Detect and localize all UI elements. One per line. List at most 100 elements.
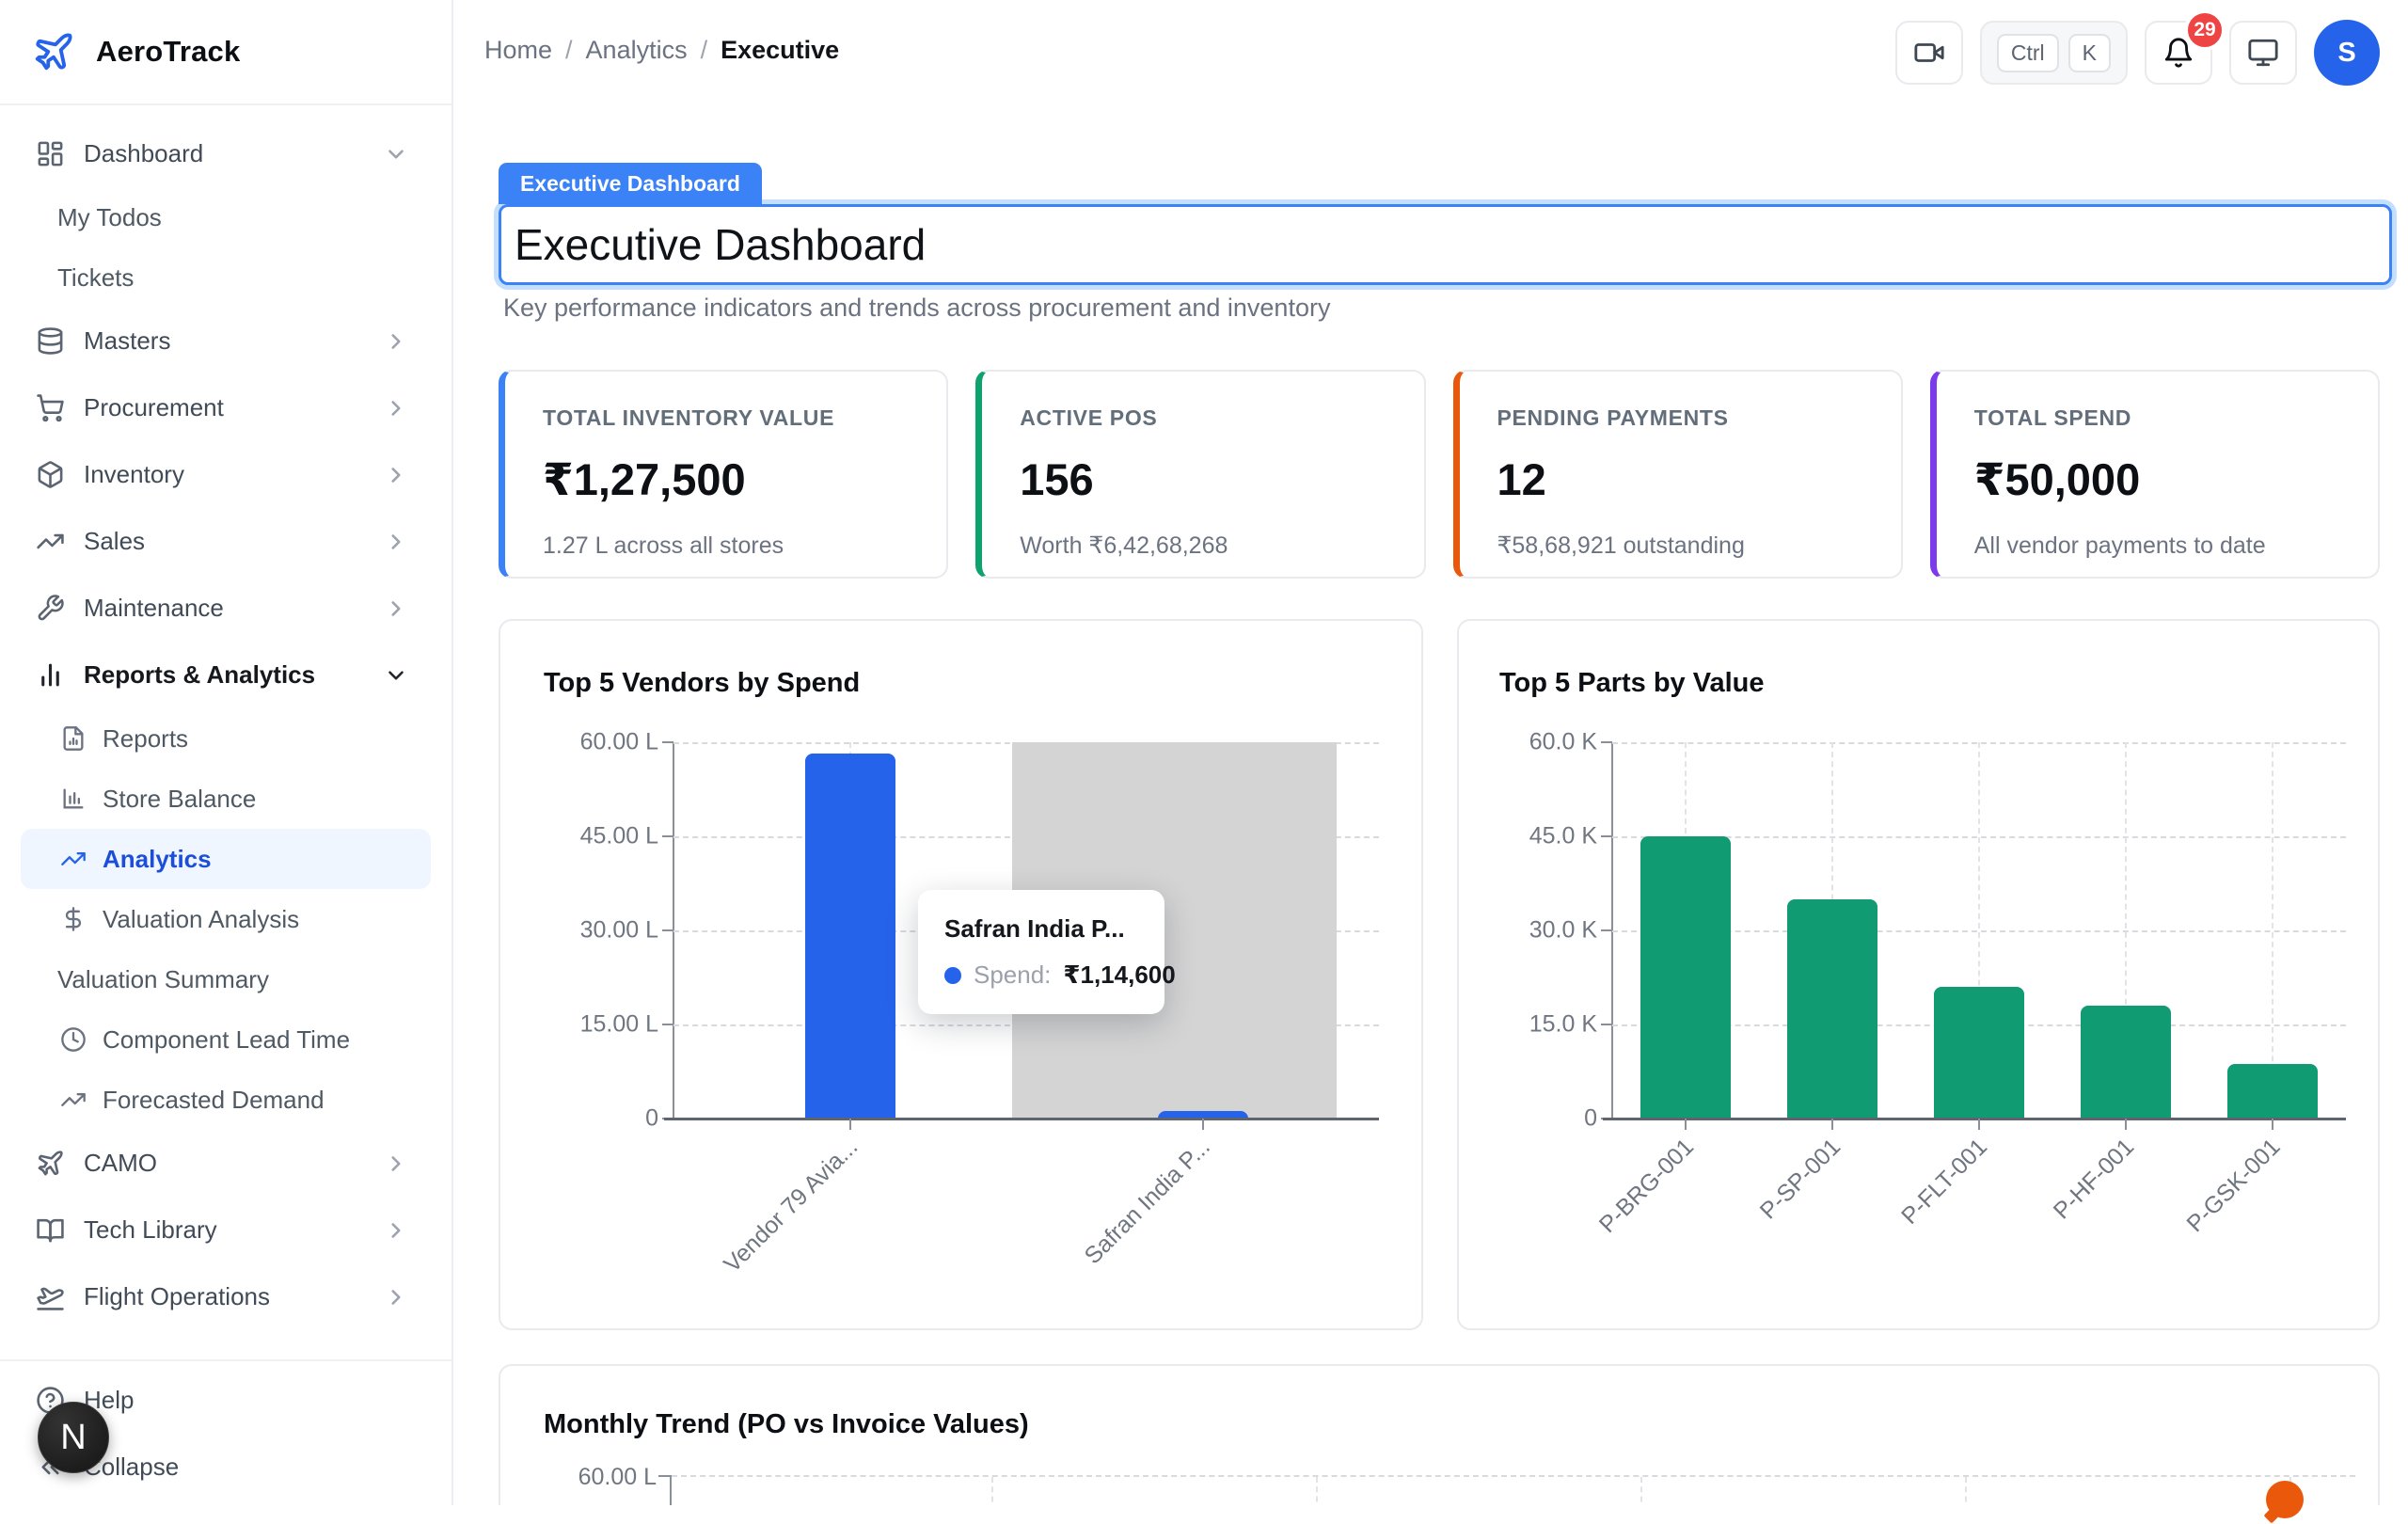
user-avatar[interactable]: S — [2314, 20, 2380, 86]
chevron-right-icon — [384, 1218, 408, 1243]
chart-title: Top 5 Vendors by Spend — [544, 668, 860, 699]
bar-Vendor 79 Avia...[interactable] — [805, 754, 895, 1119]
sidebar-item-label: Store Balance — [103, 785, 256, 814]
y-tick-label: 0 — [645, 1105, 658, 1133]
kpi-label: ACTIVE POS — [1020, 405, 1386, 431]
sidebar-item-label: Tickets — [57, 263, 134, 293]
h-gridline — [672, 1475, 2355, 1477]
command-palette-shortcut[interactable]: Ctrl K — [1980, 21, 2128, 85]
x-axis-label-text: Safran India P... — [1080, 1134, 1216, 1270]
v-gridline — [991, 1477, 993, 1505]
kpi-value: ₹50,000 — [1974, 453, 2340, 506]
x-axis-line — [664, 1118, 1379, 1120]
kpi-value: 12 — [1497, 453, 1863, 505]
x-tick-mark — [849, 1119, 851, 1130]
main-content: Home / Analytics / Executive Ctrl K 29 S… — [453, 0, 2408, 1505]
chart-card-vendors-by-spend: Top 5 Vendors by Spend 60.00 L45.00 L30.… — [499, 619, 1423, 1330]
y-tick-label: 30.00 L — [580, 917, 658, 945]
trending-up-icon — [60, 1087, 87, 1113]
x-tick-mark — [1831, 1119, 1833, 1130]
sidebar-nav: Dashboard My Todos Tickets Masters Procu… — [0, 105, 452, 1330]
sidebar-item-store-balance[interactable]: Store Balance — [0, 769, 452, 829]
sidebar-item-reports[interactable]: Reports — [0, 708, 452, 769]
sidebar-item-label: Dashboard — [84, 139, 203, 168]
bar-P-SP-001[interactable] — [1787, 899, 1877, 1119]
sidebar-item-label: Reports & Analytics — [84, 660, 315, 690]
breadcrumb-separator: / — [565, 36, 573, 65]
sidebar-item-tickets[interactable]: Tickets — [0, 247, 452, 308]
y-tick-label: 0 — [1584, 1105, 1597, 1133]
v-gridline — [1640, 1477, 1642, 1505]
bar-P-GSK-001[interactable] — [2227, 1064, 2318, 1119]
kpi-card-active-pos: ACTIVE POS 156 Worth ₹6,42,68,268 — [975, 370, 1425, 579]
monitor-icon — [2247, 37, 2279, 69]
x-axis-label-text: P-BRG-001 — [1594, 1134, 1700, 1239]
y-tick-label: 15.0 K — [1529, 1011, 1597, 1039]
sidebar-item-analytics[interactable]: Analytics — [21, 829, 431, 889]
y-tick-label: 60.00 L — [500, 1464, 657, 1491]
dev-tools-badge[interactable]: N — [38, 1402, 109, 1473]
app-logo[interactable]: AeroTrack — [0, 0, 452, 105]
kpi-row: TOTAL INVENTORY VALUE ₹1,27,500 1.27 L a… — [499, 370, 2380, 579]
file-chart-icon — [60, 725, 87, 752]
feedback-bubble-button[interactable] — [2266, 1481, 2304, 1518]
sidebar-item-label: Flight Operations — [84, 1282, 270, 1311]
plane-logo-icon — [32, 30, 75, 73]
sidebar-item-tech-library[interactable]: Tech Library — [0, 1197, 452, 1263]
y-tick-label: 30.0 K — [1529, 917, 1597, 945]
y-tick-mark — [662, 929, 673, 931]
kpi-subtext: 1.27 L across all stores — [543, 532, 909, 560]
sidebar-item-label: My Todos — [57, 203, 162, 232]
breadcrumb-home[interactable]: Home — [484, 36, 552, 65]
sidebar-item-maintenance[interactable]: Maintenance — [0, 575, 452, 642]
chevron-right-icon — [384, 1285, 408, 1310]
chevron-right-icon — [384, 530, 408, 554]
sidebar-item-reports-analytics[interactable]: Reports & Analytics — [0, 642, 452, 708]
chart-title: Monthly Trend (PO vs Invoice Values) — [544, 1409, 1029, 1440]
dashboard-grid-icon — [36, 139, 65, 168]
y-tick-label: 15.00 L — [580, 1011, 658, 1039]
sidebar-item-component-lead-time[interactable]: Component Lead Time — [0, 1009, 452, 1070]
y-tick-mark — [1601, 835, 1612, 837]
y-tick-mark — [662, 741, 673, 743]
kpi-card-total-inventory-value: TOTAL INVENTORY VALUE ₹1,27,500 1.27 L a… — [499, 370, 948, 579]
notifications-button[interactable]: 29 — [2145, 21, 2212, 85]
x-tick-mark — [1202, 1119, 1204, 1130]
sidebar: AeroTrack Dashboard My Todos Tickets Mas… — [0, 0, 453, 1505]
sidebar-item-masters[interactable]: Masters — [0, 308, 452, 374]
dashboard-title-input[interactable] — [499, 204, 2392, 285]
plot-area: 60.0 K45.0 K30.0 K15.0 K0P-BRG-001P-SP-0… — [1612, 742, 2346, 1119]
sidebar-item-flight-operations[interactable]: Flight Operations — [0, 1263, 452, 1330]
x-axis-label-text: P-GSK-001 — [2182, 1134, 2287, 1238]
sidebar-item-camo[interactable]: CAMO — [0, 1130, 452, 1197]
video-call-button[interactable] — [1895, 21, 1963, 85]
sidebar-item-my-todos[interactable]: My Todos — [0, 187, 452, 247]
sidebar-item-sales[interactable]: Sales — [0, 508, 452, 575]
sidebar-item-dashboard[interactable]: Dashboard — [0, 120, 452, 187]
breadcrumb-analytics[interactable]: Analytics — [586, 36, 688, 65]
bar-chart-icon — [36, 660, 65, 690]
sidebar-item-label: Tech Library — [84, 1215, 217, 1245]
breadcrumb-separator: / — [701, 36, 708, 65]
page-subtitle: Key performance indicators and trends ac… — [503, 294, 1330, 323]
x-axis-label-text: P-SP-001 — [1754, 1134, 1846, 1225]
chart-card-parts-by-value: Top 5 Parts by Value 60.0 K45.0 K30.0 K1… — [1457, 619, 2380, 1330]
k-keycap: K — [2068, 34, 2111, 72]
sidebar-item-inventory[interactable]: Inventory — [0, 441, 452, 508]
bar-P-HF-001[interactable] — [2081, 1006, 2171, 1119]
y-tick-mark — [662, 1024, 673, 1025]
display-mode-button[interactable] — [2229, 21, 2297, 85]
bar-P-FLT-001[interactable] — [1934, 987, 2024, 1119]
bar-P-BRG-001[interactable] — [1640, 836, 1731, 1119]
breadcrumb: Home / Analytics / Executive — [484, 36, 839, 65]
kpi-subtext: ₹58,68,921 outstanding — [1497, 532, 1863, 560]
kpi-card-pending-payments: PENDING PAYMENTS 12 ₹58,68,921 outstandi… — [1453, 370, 1903, 579]
y-axis-line — [670, 1475, 672, 1505]
app-name: AeroTrack — [96, 35, 240, 69]
sidebar-item-valuation-summary[interactable]: Valuation Summary — [0, 949, 452, 1009]
sidebar-item-forecasted-demand[interactable]: Forecasted Demand — [0, 1070, 452, 1130]
sidebar-item-valuation-analysis[interactable]: Valuation Analysis — [0, 889, 452, 949]
sidebar-item-label: Forecasted Demand — [103, 1086, 325, 1115]
sidebar-item-procurement[interactable]: Procurement — [0, 374, 452, 441]
kpi-label: TOTAL INVENTORY VALUE — [543, 405, 909, 431]
